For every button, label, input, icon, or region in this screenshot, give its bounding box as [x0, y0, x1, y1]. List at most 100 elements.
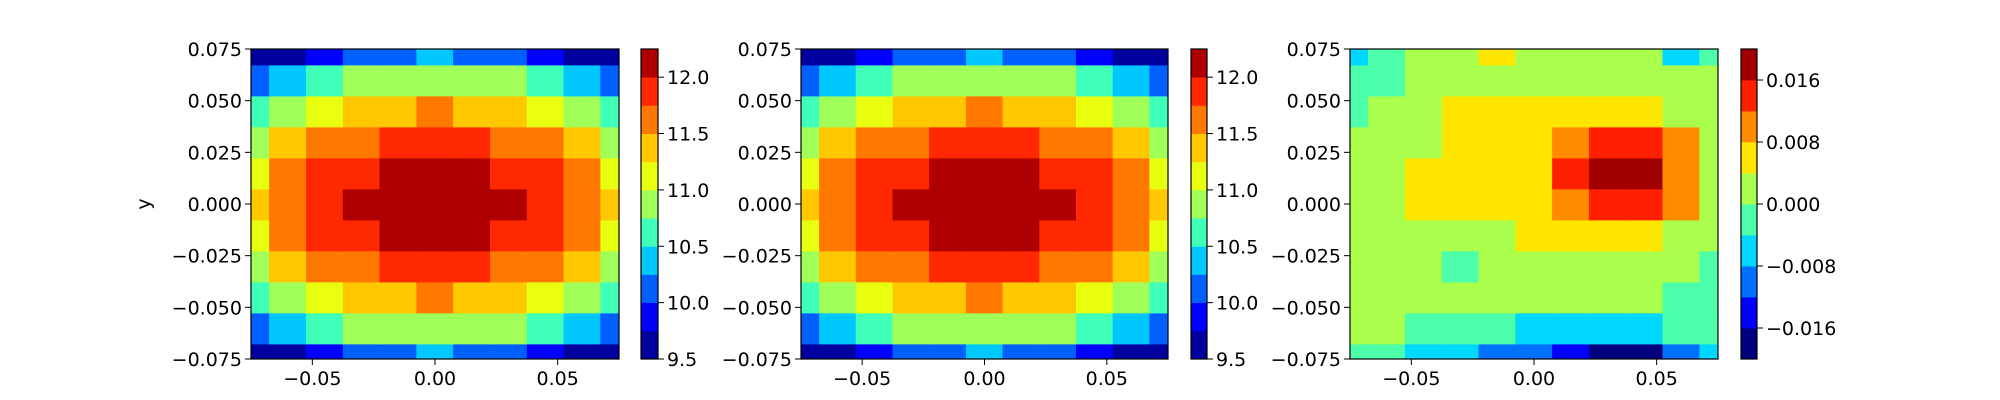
contour-cell	[379, 281, 418, 314]
contour-cell	[342, 95, 381, 128]
x-tick-label: −0.05	[283, 368, 341, 390]
contour-cell	[819, 281, 857, 314]
contour-cell	[855, 188, 894, 221]
contour-cell	[1368, 312, 1407, 345]
contour-cell	[305, 126, 344, 159]
contour-cell	[892, 250, 931, 283]
contour-cell	[416, 281, 455, 314]
contour-cell	[1404, 281, 1443, 314]
contour-cell	[489, 95, 528, 128]
contour-cell	[1662, 64, 1701, 97]
contour-cell	[1588, 312, 1627, 345]
contour-cell	[563, 312, 602, 345]
y-tick-label: 0.075	[738, 39, 792, 61]
y-tick-label: 0.000	[738, 194, 792, 216]
contour-cell	[819, 157, 857, 190]
colorbar-tick-label: 11.5	[667, 124, 709, 146]
colorbar-band	[1191, 189, 1207, 219]
contour-cell	[892, 64, 931, 97]
contour-cell	[1515, 64, 1554, 97]
colorbar-tick-label: 11.0	[667, 180, 709, 202]
x-tick-label: 0.05	[537, 368, 579, 390]
contour-cell	[1112, 95, 1151, 128]
contour-cell	[1368, 281, 1407, 314]
contour-cell	[1441, 312, 1480, 345]
contour-cell	[1039, 250, 1078, 283]
colorbar-band	[1191, 246, 1207, 275]
contour-cell	[489, 157, 528, 190]
colorbar-tick-label: 0.000	[1766, 194, 1820, 216]
colorbar-tick-label: 12.0	[667, 67, 709, 89]
contour-cell	[1149, 188, 1168, 221]
contour-cell	[892, 95, 931, 128]
contour-cell	[1368, 250, 1407, 283]
colorbar-band	[641, 77, 658, 106]
contour-cell	[1039, 126, 1078, 159]
contour-cell	[965, 188, 1004, 221]
contour-cell	[1699, 64, 1718, 97]
contour-cell	[1368, 95, 1407, 128]
contour-cell	[1149, 281, 1168, 314]
contour-cell	[1552, 95, 1591, 128]
x-tick-label: 0.00	[963, 368, 1005, 390]
contour-cell	[1588, 281, 1627, 314]
contour-cell	[1368, 219, 1407, 252]
contour-cell	[929, 219, 968, 252]
contour-cell	[1662, 219, 1701, 252]
contour-cell	[416, 312, 455, 345]
colorbar-tick-label: 11.5	[1216, 124, 1258, 146]
y-tick-label: −0.050	[722, 297, 792, 319]
contour-cell	[1076, 64, 1114, 97]
x-tick-label: 0.00	[414, 368, 456, 390]
contour-cell	[563, 64, 602, 97]
contour-cell	[1039, 188, 1078, 221]
contour-cell	[453, 219, 492, 252]
y-tick-label: 0.000	[1287, 194, 1341, 216]
contour-cell	[1699, 157, 1718, 190]
contour-cell	[1441, 219, 1480, 252]
contour-cell	[269, 281, 308, 314]
colorbar-band	[1191, 302, 1207, 332]
x-tick-label: 0.05	[1086, 368, 1128, 390]
contour-cell	[1039, 64, 1078, 97]
contour-cell	[1478, 95, 1517, 128]
y-tick-label: 0.075	[188, 39, 242, 61]
colorbar-tick-label: −0.016	[1766, 318, 1836, 340]
contour-cell	[965, 157, 1004, 190]
contour-cell	[1404, 312, 1443, 345]
colorbar-band	[641, 330, 658, 360]
contour-cell	[1478, 312, 1517, 345]
contour-cell	[1625, 312, 1664, 345]
contour-cell	[342, 219, 381, 252]
contour-cell	[526, 126, 565, 159]
contour-cell	[269, 188, 308, 221]
contour-cell	[269, 64, 308, 97]
contour-cell	[269, 250, 308, 283]
colorbar-band	[1741, 328, 1757, 360]
contour-cell	[965, 281, 1004, 314]
contour-cell	[563, 188, 602, 221]
contour-cell	[855, 219, 894, 252]
contour-cell	[342, 250, 381, 283]
contour-cell	[1552, 188, 1591, 221]
contour-cell	[563, 126, 602, 159]
contour-cell	[855, 126, 894, 159]
contour-cell	[1039, 312, 1078, 345]
contour-cell	[600, 312, 619, 345]
colorbar-band	[641, 189, 658, 219]
contour-cell	[1112, 126, 1151, 159]
contour-cell	[563, 157, 602, 190]
contour-cell	[1076, 126, 1114, 159]
colorbar-tick-label: 0.016	[1766, 70, 1820, 92]
y-tick-label: 0.075	[1287, 39, 1341, 61]
contour-cell	[563, 95, 602, 128]
contour-cell	[342, 281, 381, 314]
contour-cell	[1112, 219, 1151, 252]
contour-cell	[929, 64, 968, 97]
contour-cell	[1404, 157, 1443, 190]
contour-cell	[1002, 219, 1041, 252]
x-axis-label: x	[1528, 394, 1539, 400]
contour-cell	[526, 188, 565, 221]
contour-cell	[269, 157, 308, 190]
colorbar-frame	[1190, 48, 1208, 360]
